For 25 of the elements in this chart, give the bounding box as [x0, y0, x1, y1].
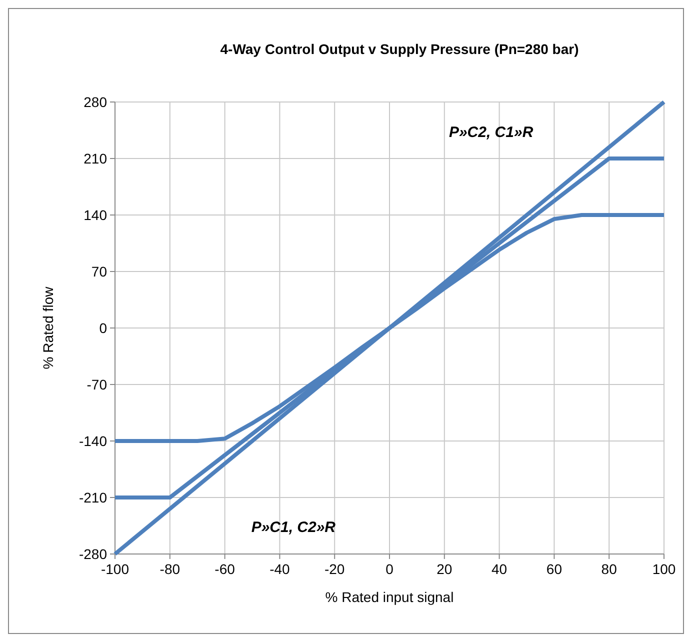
chart-title: 4-Way Control Output v Supply Pressure (Pn=280 bar)	[220, 41, 579, 57]
x-tick-label: 60	[546, 561, 562, 577]
y-tick-label: 70	[91, 264, 108, 280]
x-tick-label: -100	[100, 561, 130, 577]
y-axis-title: % Rated flow	[40, 286, 56, 370]
x-tick-label: -60	[214, 561, 236, 577]
x-axis-title: % Rated input signal	[325, 589, 454, 605]
y-tick-label: -280	[78, 546, 108, 562]
y-tick-label: 280	[84, 94, 108, 110]
y-tick-label: -140	[78, 433, 108, 449]
y-tick-label: -70	[86, 376, 108, 392]
x-tick-label: 0	[386, 561, 394, 577]
x-tick-label: 40	[492, 561, 508, 577]
y-tick-label: -210	[78, 490, 108, 506]
x-tick-label: 80	[601, 561, 618, 577]
y-tick-label: 140	[84, 207, 108, 223]
y-tick-label: 210	[84, 150, 108, 166]
annotation: P»C2, C1»R	[448, 124, 534, 141]
x-tick-label: -40	[270, 561, 290, 577]
x-tick-label: 20	[436, 561, 452, 577]
y-tick-label: 0	[99, 320, 108, 336]
x-tick-label: -20	[324, 561, 345, 577]
annotation: P»C1, C2»R	[251, 519, 336, 536]
x-tick-label: -80	[160, 561, 180, 577]
x-tick-label: 100	[652, 561, 676, 577]
